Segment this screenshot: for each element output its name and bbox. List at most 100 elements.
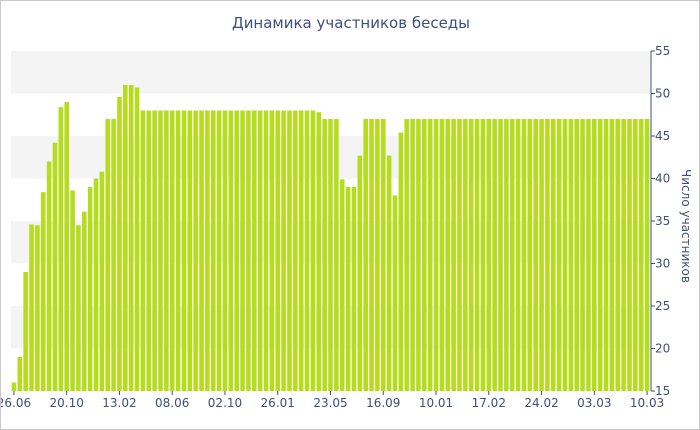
bar (398, 132, 404, 391)
bar (64, 102, 69, 391)
bar (410, 119, 415, 391)
x-tick-label: 17.02 (472, 396, 506, 410)
bar (445, 119, 451, 391)
bar (427, 119, 433, 391)
bar (263, 110, 269, 391)
bar (586, 119, 591, 391)
bar (175, 110, 181, 391)
bar (580, 119, 585, 391)
x-tick-label: 20.10 (50, 396, 84, 410)
bar (539, 119, 544, 391)
y-tick-label: 25 (655, 299, 670, 313)
bar (357, 155, 363, 391)
bar (457, 119, 462, 391)
bar (550, 119, 556, 391)
bar (422, 119, 427, 391)
bar (316, 112, 322, 391)
y-axis-label: Число участников (679, 169, 693, 283)
bar (29, 224, 34, 391)
bar (298, 110, 304, 391)
bar (310, 110, 316, 391)
bar (293, 110, 298, 391)
bar (474, 119, 480, 391)
x-tick-label: 03.03 (577, 396, 611, 410)
x-tick-label: 08.06 (155, 396, 189, 410)
x-tick-label: 23.05 (313, 396, 347, 410)
x-tick-label: 26.06 (1, 396, 31, 410)
bar (638, 119, 644, 391)
bar (76, 225, 81, 391)
bar (380, 119, 386, 391)
bar (515, 119, 521, 391)
bar (509, 119, 515, 391)
bar (615, 119, 621, 391)
bar (128, 85, 134, 391)
bar (252, 110, 257, 391)
bar (363, 119, 368, 391)
bar (521, 119, 527, 391)
y-tick-label: 35 (655, 214, 670, 228)
x-tick-label: 02.10 (208, 396, 242, 410)
bar (322, 119, 327, 391)
y-tick-label: 20 (655, 342, 670, 356)
chart-title: Динамика участников беседы (232, 14, 470, 32)
bar (199, 110, 204, 391)
bar (187, 110, 193, 391)
bar (486, 119, 492, 391)
bar (70, 190, 75, 391)
bar (644, 119, 650, 391)
y-tick-label: 40 (655, 172, 670, 186)
bar (111, 119, 116, 391)
bar (562, 119, 568, 391)
bar (633, 119, 638, 391)
bar (439, 119, 445, 391)
x-axis-ticks: 26.06 20.10 13.02 08.06 02.10 26.01 23.05 16.09… (1, 391, 664, 410)
x-tick-label: 13.02 (102, 396, 136, 410)
bar (416, 119, 421, 391)
bar (222, 110, 228, 391)
bar (269, 110, 275, 391)
bar (23, 272, 28, 391)
bar (146, 110, 152, 391)
y-tick-label: 15 (655, 384, 670, 398)
bar (480, 119, 486, 391)
grid-band (11, 51, 650, 94)
x-tick-label: 10.01 (419, 396, 453, 410)
bar (345, 187, 351, 391)
bar (140, 110, 146, 391)
bar (134, 87, 140, 392)
bar (621, 119, 626, 391)
bar (627, 119, 632, 391)
x-tick-label: 10.03 (630, 396, 664, 410)
bar (46, 161, 52, 391)
bar (545, 119, 550, 391)
bar (40, 192, 46, 391)
bar (404, 119, 409, 391)
x-tick-label: 16.09 (366, 396, 400, 410)
bar (275, 110, 281, 391)
bar (99, 171, 105, 391)
bar (35, 225, 40, 391)
bar (52, 142, 58, 391)
bars-group (11, 85, 650, 392)
bar (205, 110, 210, 391)
bar (527, 119, 533, 391)
bar (386, 155, 392, 391)
y-tick-label: 30 (655, 257, 670, 271)
bar (246, 110, 251, 391)
x-tick-label: 26.01 (261, 396, 295, 410)
bar (257, 110, 263, 391)
bar (287, 110, 292, 391)
bar (164, 110, 169, 391)
y-tick-label: 45 (655, 129, 670, 143)
bar (492, 119, 497, 391)
bar (158, 110, 163, 391)
bar (369, 119, 374, 391)
bar (58, 107, 64, 391)
bar (87, 187, 93, 391)
bar (281, 110, 286, 391)
bar (193, 110, 198, 391)
bar (603, 119, 609, 391)
bar (504, 119, 509, 391)
